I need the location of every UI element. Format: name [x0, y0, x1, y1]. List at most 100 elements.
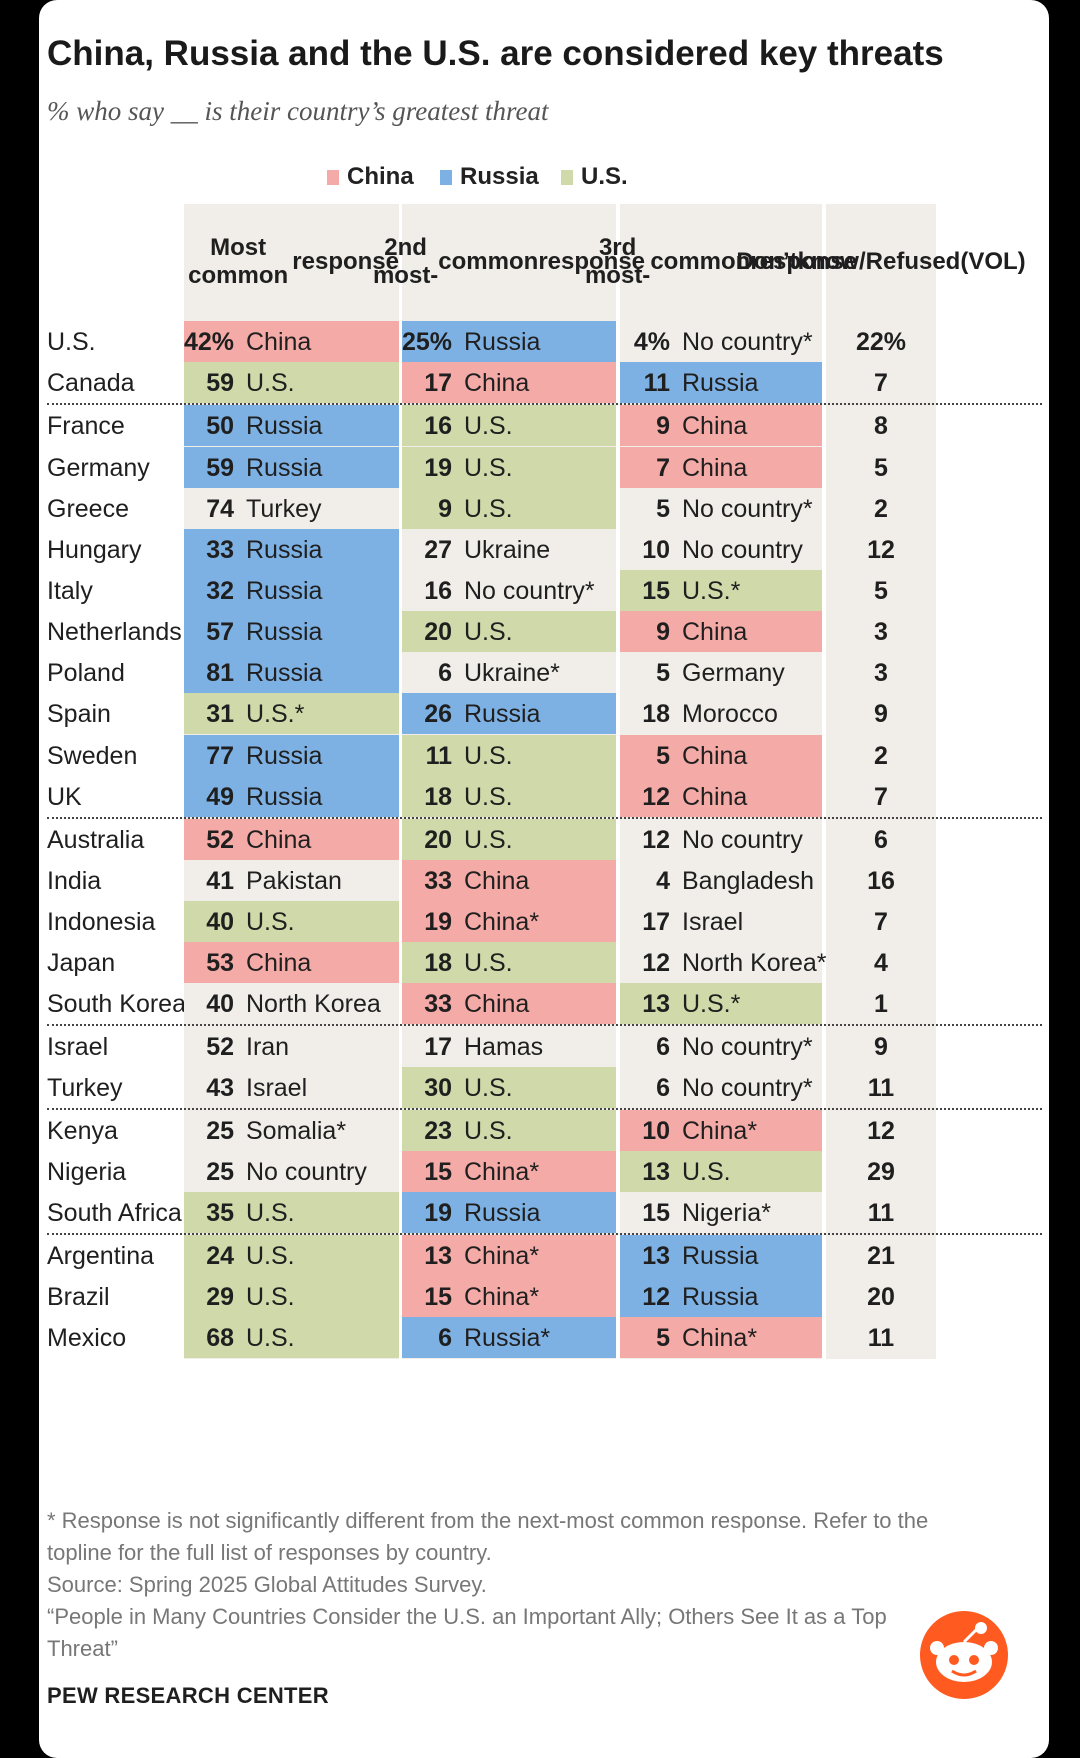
dont-know-value: 12	[867, 1117, 895, 1145]
dont-know-value: 21	[867, 1242, 895, 1270]
response-country: U.S.	[464, 783, 513, 811]
response-cell: 33 China	[402, 860, 616, 901]
column-header-1: Most common response	[184, 204, 399, 320]
column-header-1-line: response	[292, 248, 399, 275]
response-country: Israel	[246, 1074, 308, 1102]
response-cell: 9 China	[620, 611, 822, 652]
response-country: China*	[464, 1283, 540, 1311]
country-label: Spain	[47, 700, 111, 728]
group-separator	[47, 817, 1042, 819]
response-cell: 52 China	[184, 819, 399, 860]
response-cell: 10 China*	[620, 1110, 822, 1151]
response-cell: 59 U.S.	[184, 362, 399, 403]
response-cell: 18 Morocco	[620, 693, 822, 734]
column-header-2: 2nd most-common response	[373, 204, 645, 320]
response-country: Russia	[246, 536, 323, 564]
report-title-line-2: Threat”	[47, 1636, 118, 1661]
response-value: 10	[642, 536, 670, 564]
response-value: 5	[656, 659, 670, 687]
response-cell: 4 Bangladesh	[620, 860, 822, 901]
report-title-line-1: “People in Many Countries Consider the U…	[47, 1604, 887, 1629]
response-value: 12	[642, 949, 670, 977]
response-cell: 53 China	[184, 942, 399, 983]
legend-label-u-s: U.S.	[581, 163, 628, 190]
response-value: 77	[206, 742, 234, 770]
dont-know-value: 7	[874, 783, 888, 811]
response-cell: 13 U.S.	[620, 1151, 822, 1192]
dont-know-value: 11	[867, 1199, 895, 1227]
response-value: 49	[206, 783, 234, 811]
response-country: Morocco	[682, 700, 778, 728]
country-label: Germany	[47, 454, 150, 482]
country-label: Nigeria	[47, 1158, 127, 1186]
response-cell: 5 Germany	[620, 652, 822, 693]
response-country: Turkey	[246, 495, 322, 523]
response-cell: 12 China	[620, 776, 822, 817]
response-value: 33	[424, 990, 452, 1018]
response-country: U.S.	[246, 1242, 295, 1270]
brand-name: PEW RESEARCH CENTER	[47, 1683, 329, 1708]
response-country: China	[464, 369, 530, 397]
country-label: Japan	[47, 949, 116, 977]
response-value: 5	[656, 495, 670, 523]
response-country: U.S.	[464, 454, 513, 482]
response-cell: 30 U.S.	[402, 1067, 616, 1108]
response-cell: 35 U.S.	[184, 1192, 399, 1233]
response-cell: 13 Russia	[620, 1235, 822, 1276]
response-cell: 17 China	[402, 362, 616, 403]
response-country: U.S.	[682, 1158, 731, 1186]
response-value: 9	[438, 495, 452, 523]
response-cell: 40 North Korea	[184, 983, 399, 1024]
response-country: Russia	[246, 783, 323, 811]
dont-know-value: 11	[867, 1324, 895, 1352]
response-cell: 59 Russia	[184, 447, 399, 488]
legend-label-china: China	[347, 163, 414, 190]
response-country: Pakistan	[246, 867, 342, 895]
response-cell: 15 Nigeria*	[620, 1192, 822, 1233]
response-cell: 50 Russia	[184, 405, 399, 446]
chart-card: China, Russia and the U.S. are considere…	[39, 0, 1049, 1758]
response-cell: 7 China	[620, 447, 822, 488]
response-country: U.S.	[464, 495, 513, 523]
response-country: Israel	[682, 908, 744, 936]
response-country: Russia	[246, 618, 323, 646]
response-value: 27	[424, 536, 452, 564]
column-header-4: Don’t know/Refused (VOL)	[736, 204, 1025, 320]
group-separator	[47, 1233, 1042, 1235]
response-cell: 43 Israel	[184, 1067, 399, 1108]
response-country: China*	[464, 908, 540, 936]
response-country: Ukraine	[464, 536, 551, 564]
response-country: No country	[246, 1158, 367, 1186]
dont-know-value: 5	[874, 454, 888, 482]
dont-know-value: 2	[874, 742, 888, 770]
response-value: 13	[642, 990, 670, 1018]
dont-know-value: 1	[874, 990, 888, 1018]
response-cell: 24 U.S.	[184, 1235, 399, 1276]
response-value: 43	[206, 1074, 234, 1102]
response-value: 15	[642, 577, 670, 605]
response-cell: 29 U.S.	[184, 1276, 399, 1317]
response-country: China	[464, 867, 530, 895]
response-cell: 33 China	[402, 983, 616, 1024]
dont-know-value: 11	[867, 1074, 895, 1102]
response-country: North Korea*	[682, 949, 827, 977]
response-value: 41	[206, 867, 234, 895]
response-country: China*	[682, 1117, 758, 1145]
response-country: U.S.	[464, 826, 513, 854]
country-label: Canada	[47, 369, 135, 397]
response-cell: 11 U.S.	[402, 735, 616, 776]
response-country: Nigeria*	[682, 1199, 771, 1227]
country-label: South Korea	[47, 990, 186, 1018]
response-cell: 32 Russia	[184, 570, 399, 611]
response-cell: 12 No country	[620, 819, 822, 860]
response-cell: 68 U.S.	[184, 1317, 399, 1358]
country-label: U.S.	[47, 328, 96, 356]
response-country: China	[682, 412, 748, 440]
country-label: South Africa	[47, 1199, 182, 1227]
dont-know-value: 5	[874, 577, 888, 605]
response-cell: 74 Turkey	[184, 488, 399, 529]
response-value: 52	[206, 826, 234, 854]
response-cell: 49 Russia	[184, 776, 399, 817]
response-value: 26	[424, 700, 452, 728]
response-country: Russia*	[464, 1324, 551, 1352]
